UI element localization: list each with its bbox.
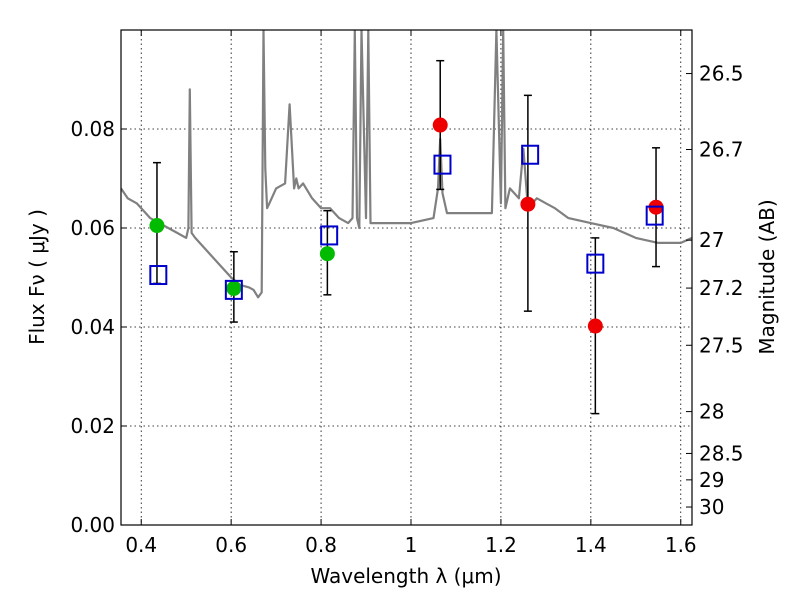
model-photometry-square xyxy=(521,144,540,165)
right-tick-label: 27.5 xyxy=(699,333,744,357)
x-tick-label: 1.2 xyxy=(485,533,517,557)
right-tick-label: 28.5 xyxy=(699,441,744,465)
y-tick-label: 0.04 xyxy=(70,315,115,339)
model-spectrum xyxy=(121,30,692,299)
data-points xyxy=(149,117,664,334)
model-photometry-square xyxy=(645,205,664,226)
y-tick-label: 0.08 xyxy=(70,117,115,141)
x-tick-label: 1.4 xyxy=(575,533,607,557)
x-tick-label: 1.6 xyxy=(665,533,697,557)
y-tick-label: 0.06 xyxy=(70,216,115,240)
x-tick-label: 1 xyxy=(405,533,418,557)
y-axis-label: Flux Fν ( μJy ) xyxy=(25,209,49,345)
plot-frame xyxy=(120,29,693,526)
right-tick-label: 28 xyxy=(699,400,724,424)
model-photometry-square xyxy=(149,265,168,286)
observed-point-red xyxy=(587,318,603,334)
observed-point-green xyxy=(319,246,335,262)
observed-point-red xyxy=(432,117,448,133)
x-tick-label: 0.6 xyxy=(215,533,247,557)
right-axis-label: Magnitude (AB) xyxy=(755,199,779,354)
model-spectrum-line xyxy=(121,30,692,299)
observed-point-red xyxy=(520,196,536,212)
x-axis-label: Wavelength λ (μm) xyxy=(310,564,501,588)
right-tick-label: 27 xyxy=(699,228,724,252)
right-tick-label: 27.2 xyxy=(699,276,744,300)
model-photometry-square xyxy=(320,225,339,246)
model-photometry-square xyxy=(433,154,452,175)
grid-lines xyxy=(121,30,692,525)
right-tick-label: 26.5 xyxy=(699,62,744,86)
x-tick-label: 0.4 xyxy=(125,533,157,557)
y-tick-label: 0.00 xyxy=(70,513,115,537)
x-tick-label: 0.8 xyxy=(305,533,337,557)
model-photometry-square xyxy=(224,279,243,300)
right-tick-label: 26.7 xyxy=(699,138,744,162)
axis-ticks xyxy=(121,30,692,526)
tick-labels: 0.4 0.6 0.8 1 1.2 1.4 1.6 0.00 0.02 0.04 0.06 0.08 2… xyxy=(70,62,743,557)
y-tick-label: 0.02 xyxy=(70,414,115,438)
right-tick-label: 30 xyxy=(699,495,724,519)
error-bars xyxy=(152,59,661,415)
observed-point-green xyxy=(226,280,242,296)
right-tick-label: 29 xyxy=(699,468,724,492)
observed-point-green xyxy=(149,218,165,234)
model-photometry-square xyxy=(586,253,605,274)
